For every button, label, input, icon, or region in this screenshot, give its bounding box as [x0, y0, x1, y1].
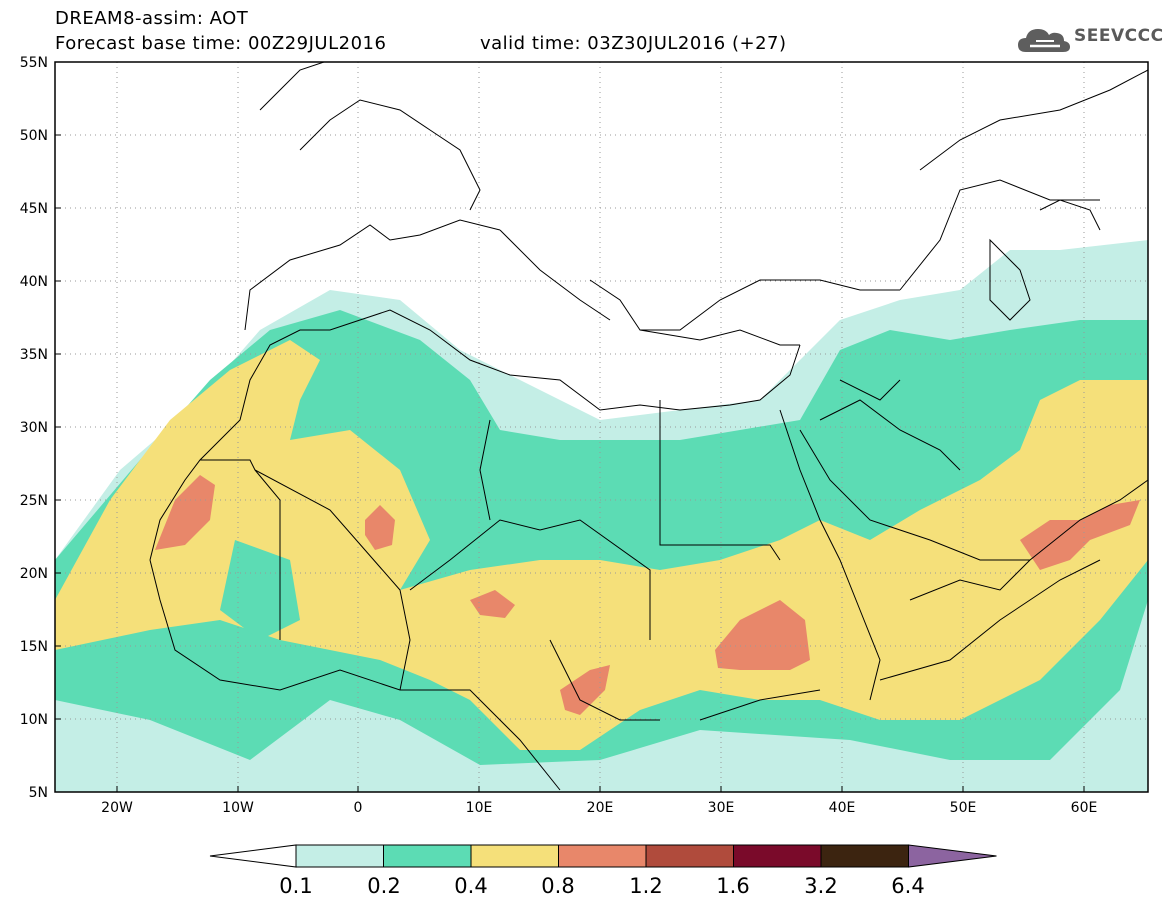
latitude-labels: 55N 50N 45N 40N 35N 30N 25N 20N 15N 10N …	[20, 55, 48, 801]
lat-label-45n: 45N	[20, 201, 48, 217]
coastlines	[149, 62, 1148, 791]
lon-label-40e: 40E	[829, 800, 856, 816]
aot-field	[55, 62, 1148, 792]
logo-text: SEEVCCC	[1074, 26, 1164, 46]
lat-label-30n: 30N	[20, 420, 48, 436]
forecast-base-time: Forecast base time: 00Z29JUL2016	[55, 33, 387, 54]
aot-band-0.8-f	[1020, 500, 1140, 570]
lat-label-50n: 50N	[20, 128, 48, 144]
lat-label-55n: 55N	[20, 55, 48, 71]
longitude-labels: 20W 10W 0 10E 20E 30E 40E 50E 60E	[101, 800, 1097, 816]
valid-time: valid time: 03Z30JUL2016 (+27)	[480, 33, 787, 54]
tick-marks	[55, 61, 1085, 793]
map-grid	[55, 62, 1148, 792]
lon-label-60e: 60E	[1071, 800, 1098, 816]
aot-band-0.8-c	[470, 590, 515, 618]
lat-label-25n: 25N	[20, 493, 48, 509]
aot-band-0.8-e	[715, 600, 810, 670]
lon-label-10e: 10E	[466, 800, 493, 816]
lat-label-5n: 5N	[29, 785, 48, 801]
cloud-icon	[1018, 29, 1070, 52]
lon-label-20e: 20E	[587, 800, 614, 816]
lon-label-20w: 20W	[101, 800, 133, 816]
lat-label-40n: 40N	[20, 274, 48, 290]
lon-label-0: 0	[354, 800, 363, 816]
lat-label-20n: 20N	[20, 566, 48, 582]
aot-band-0.8-b	[365, 505, 395, 550]
map-title: DREAM8-assim: AOT	[55, 8, 249, 29]
lat-label-35n: 35N	[20, 347, 48, 363]
lat-label-15n: 15N	[20, 639, 48, 655]
aot-band-0.8-a	[155, 475, 215, 550]
seevccc-logo: SEEVCCC	[1016, 20, 1163, 60]
lon-label-10w: 10W	[222, 800, 254, 816]
lon-label-50e: 50E	[950, 800, 977, 816]
lon-label-30e: 30E	[708, 800, 735, 816]
aot-band-0.8-d	[560, 665, 610, 715]
lat-label-10n: 10N	[20, 712, 48, 728]
